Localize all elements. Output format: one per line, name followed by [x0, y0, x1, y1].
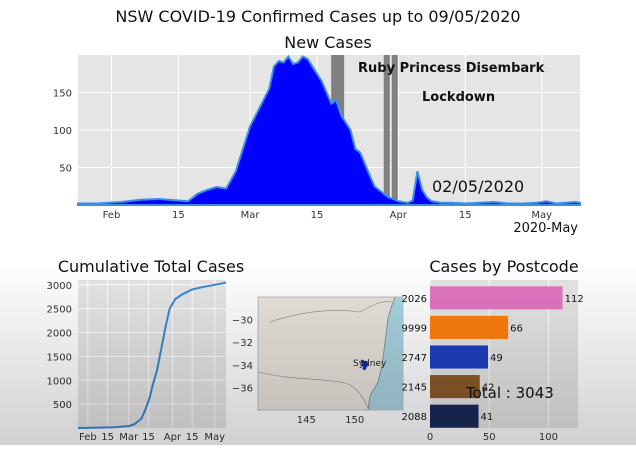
cumulative-x-ticks: Feb 15 Mar 15 Apr 15 May — [79, 432, 225, 443]
x-tick-label: 15 — [142, 432, 155, 443]
x-tick-label: May — [204, 432, 225, 443]
lockdown-marker — [391, 55, 398, 205]
current-date-label: 02/05/2020 — [432, 177, 524, 196]
x-tick-label: Mar — [119, 432, 139, 443]
map-state-border — [257, 371, 369, 409]
map-y-ticks: −30 −32 −34 −36 — [232, 316, 253, 395]
x-tick-label: 15 — [101, 432, 114, 443]
postcode-label: 9999 — [402, 323, 427, 334]
y-tick-label: 100 — [53, 126, 72, 137]
postcode-dot — [360, 359, 365, 364]
figure-title: NSW COVID-19 Confirmed Cases up to 09/05… — [115, 7, 520, 26]
x-tick-label: 15 — [459, 210, 472, 221]
cumulative-line — [77, 281, 227, 429]
postcode-bar — [430, 315, 509, 339]
y-tick-label: 1000 — [47, 376, 72, 387]
new-cases-chart: New Cases 50 100 150 Feb 15 Mar 15 Apr 15 May Ru… — [53, 33, 581, 236]
postcode-bars: 2026 112 9999 66 2747 49 2145 42 2088 41 — [402, 286, 584, 428]
x-tick-label: 145 — [297, 415, 316, 426]
y-tick-label: −30 — [232, 316, 253, 327]
postcode-label: 2026 — [402, 294, 427, 305]
y-tick-label: 150 — [53, 89, 72, 100]
postcode-chart: Cases by Postcode 2026 112 9999 66 2747 49 214… — [402, 257, 584, 443]
x-tick-label: Feb — [103, 210, 121, 221]
cumulative-title: Cumulative Total Cases — [58, 257, 244, 276]
x-tick-label: Apr — [164, 432, 182, 443]
x-tick-label: Feb — [79, 432, 97, 443]
postcode-map: Sydney −30 −32 −34 −36 145 150 — [232, 296, 404, 426]
total-label: Total : 3043 — [465, 384, 554, 402]
postcode-bar — [430, 404, 479, 428]
y-tick-label: −34 — [232, 361, 253, 372]
postcode-bar — [430, 286, 563, 310]
event-annotations: Ruby Princess Disembark Lockdown — [358, 61, 545, 105]
y-tick-label: 500 — [53, 400, 72, 411]
x-tick-label: 0 — [427, 432, 433, 443]
y-tick-label: 1500 — [47, 352, 72, 363]
postcode-dot — [363, 364, 368, 368]
postcode-bar — [430, 375, 480, 399]
cumulative-chart: Cumulative Total Cases 500 1000 1500 2000 25… — [47, 257, 245, 443]
y-tick-label: 2500 — [47, 305, 72, 316]
x-tick-label: 50 — [483, 432, 496, 443]
postcode-label: 2088 — [402, 412, 427, 423]
bar-value-label: 49 — [490, 353, 503, 364]
postcode-title: Cases by Postcode — [429, 257, 578, 276]
cumulative-gridlines — [78, 280, 226, 428]
postcode-dots — [360, 359, 369, 370]
x-tick-label: Mar — [241, 210, 261, 221]
y-tick-label: 50 — [59, 164, 72, 175]
cumulative-plot-area — [78, 280, 226, 428]
y-tick-label: −36 — [232, 383, 253, 394]
y-tick-label: 3000 — [47, 281, 72, 292]
map-ocean — [368, 297, 403, 410]
new-cases-title: New Cases — [284, 33, 371, 52]
postcode-bar — [430, 345, 489, 369]
x-corner-label: 2020-May — [513, 221, 578, 236]
annotation-label: Lockdown — [422, 90, 495, 105]
bar-value-label: 41 — [481, 412, 494, 423]
new-cases-area — [77, 54, 581, 206]
map-x-ticks: 145 150 — [297, 415, 364, 426]
y-tick-label: −32 — [232, 338, 253, 349]
map-coastline — [367, 296, 396, 411]
postcode-x-ticks: 0 50 100 — [427, 432, 558, 443]
bar-value-label: 42 — [482, 383, 495, 394]
cumulative-y-ticks: 500 1000 1500 2000 2500 3000 — [47, 281, 72, 411]
postcode-label: 2145 — [402, 383, 427, 394]
city-label: Sydney — [353, 359, 387, 369]
x-tick-label: Apr — [390, 210, 408, 221]
x-tick-label: 15 — [186, 432, 199, 443]
x-tick-label: 15 — [172, 210, 185, 221]
postcode-label: 2747 — [402, 353, 427, 364]
map-state-border — [269, 301, 393, 323]
x-tick-label: 100 — [539, 432, 558, 443]
bar-value-label: 112 — [565, 294, 584, 305]
new-cases-y-ticks: 50 100 150 — [53, 89, 72, 175]
annotation-label: Ruby Princess Disembark — [358, 61, 545, 76]
x-tick-label: 150 — [345, 415, 364, 426]
y-tick-label: 2000 — [47, 329, 72, 340]
bar-value-label: 66 — [510, 323, 523, 334]
x-tick-label: 15 — [311, 210, 324, 221]
x-tick-label: May — [531, 210, 552, 221]
lockdown-marker — [383, 55, 390, 205]
new-cases-x-ticks: Feb 15 Mar 15 Apr 15 May — [103, 210, 553, 221]
